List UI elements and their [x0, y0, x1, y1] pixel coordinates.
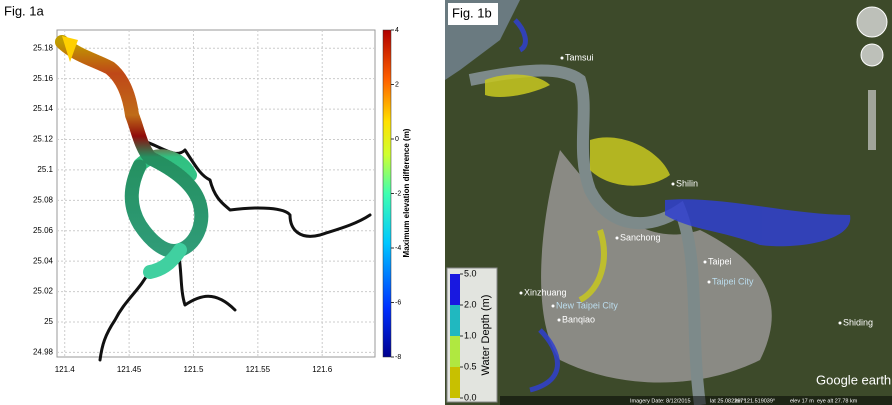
panel-b: Fig. 1b Tamsui Shilin Sanchong Taipei Taipei… [445, 0, 892, 405]
colorbar-label: Maximum elevation difference (m) [402, 128, 411, 257]
compass[interactable] [856, 6, 888, 38]
place-marker [703, 260, 707, 264]
legend-tick-label: 0.5 [464, 361, 477, 371]
legend-tick-label: 2.0 [464, 299, 477, 309]
place-label: New Taipei City [556, 300, 618, 310]
panel-label: Fig. 1a [4, 3, 45, 18]
status-text: lon 121.519039° [735, 398, 775, 404]
y-tick-label: 25.08 [33, 195, 54, 204]
y-tick-label: 25.02 [33, 287, 54, 296]
y-tick-label: 24.98 [33, 348, 54, 357]
y-tick-label: 25.1 [37, 165, 53, 174]
status-bar [500, 396, 892, 405]
river-network [55, 35, 372, 362]
place-label: Shilin [676, 178, 698, 188]
legend-swatch [450, 274, 460, 305]
place-label: Taipei City [712, 276, 754, 286]
legend-swatch [450, 305, 460, 336]
panel-a: Fig. 1a 121.4 121.45 121.5 121.55 121.6 24.98… [4, 3, 411, 374]
y-tick-label: 25.18 [33, 43, 54, 52]
place-marker [560, 56, 564, 60]
panel-label-box [448, 3, 498, 25]
y-tick-label: 25.06 [33, 226, 54, 235]
status-text: lat 25.082267° [710, 398, 746, 404]
colorbar-tick-label: -2 [395, 190, 401, 197]
place-label: Shiding [843, 317, 873, 327]
x-tick-label: 121.55 [246, 365, 271, 374]
place-marker [671, 182, 675, 186]
x-tick-label: 121.5 [183, 365, 204, 374]
y-tick-label: 25.12 [33, 135, 54, 144]
place-marker [557, 318, 561, 322]
plot-frame [56, 29, 376, 358]
place-marker [838, 321, 842, 325]
place-label: Taipei [708, 256, 732, 266]
status-text: eye alt 27.78 km [817, 398, 858, 404]
place-label: Xinzhuang [524, 287, 567, 297]
brand: Google earth [816, 372, 891, 387]
legend-tick-label: 1.0 [464, 330, 477, 340]
place-marker [707, 280, 711, 284]
x-tick-label: 121.6 [312, 365, 333, 374]
colorbar-tick-label: -4 [395, 245, 401, 252]
status-text: Imagery Date: 8/12/2015 [630, 398, 691, 404]
legend-swatch [450, 367, 460, 398]
x-tick-label: 121.4 [55, 365, 76, 374]
place-label: Banqiao [562, 314, 595, 324]
place-marker [519, 291, 523, 295]
legend-swatch [450, 336, 460, 367]
colorbar-tick-label: -8 [395, 354, 401, 361]
place-label: Sanchong [620, 232, 661, 242]
colorbar [382, 29, 392, 358]
legend-tick-label: 0.0 [464, 392, 477, 402]
panel-label: Fig. 1b [452, 5, 492, 20]
place-marker [551, 304, 555, 308]
colorbar-tick-label: 4 [395, 27, 399, 34]
place-label: Tamsui [565, 52, 594, 62]
status-text: elev 17 m [790, 398, 814, 404]
pan-control[interactable] [860, 43, 884, 67]
nav-controls[interactable] [856, 6, 888, 150]
legend-tick-label: 5.0 [464, 268, 477, 278]
colorbar-tick-label: -6 [395, 299, 401, 306]
y-tick-label: 25.04 [33, 256, 54, 265]
legend-title: Water Depth (m) [480, 295, 492, 376]
flood-areas [485, 18, 851, 393]
colorbar-tick-label: 2 [395, 81, 399, 88]
river [468, 64, 706, 405]
x-tick-label: 121.45 [117, 365, 142, 374]
zoom-slider[interactable] [868, 90, 876, 150]
y-tick-label: 25 [44, 317, 53, 326]
y-tick-label: 25.16 [33, 74, 54, 83]
place-marker [615, 236, 619, 240]
y-tick-label: 25.14 [33, 104, 54, 113]
colorbar-tick-label: 0 [395, 136, 399, 143]
